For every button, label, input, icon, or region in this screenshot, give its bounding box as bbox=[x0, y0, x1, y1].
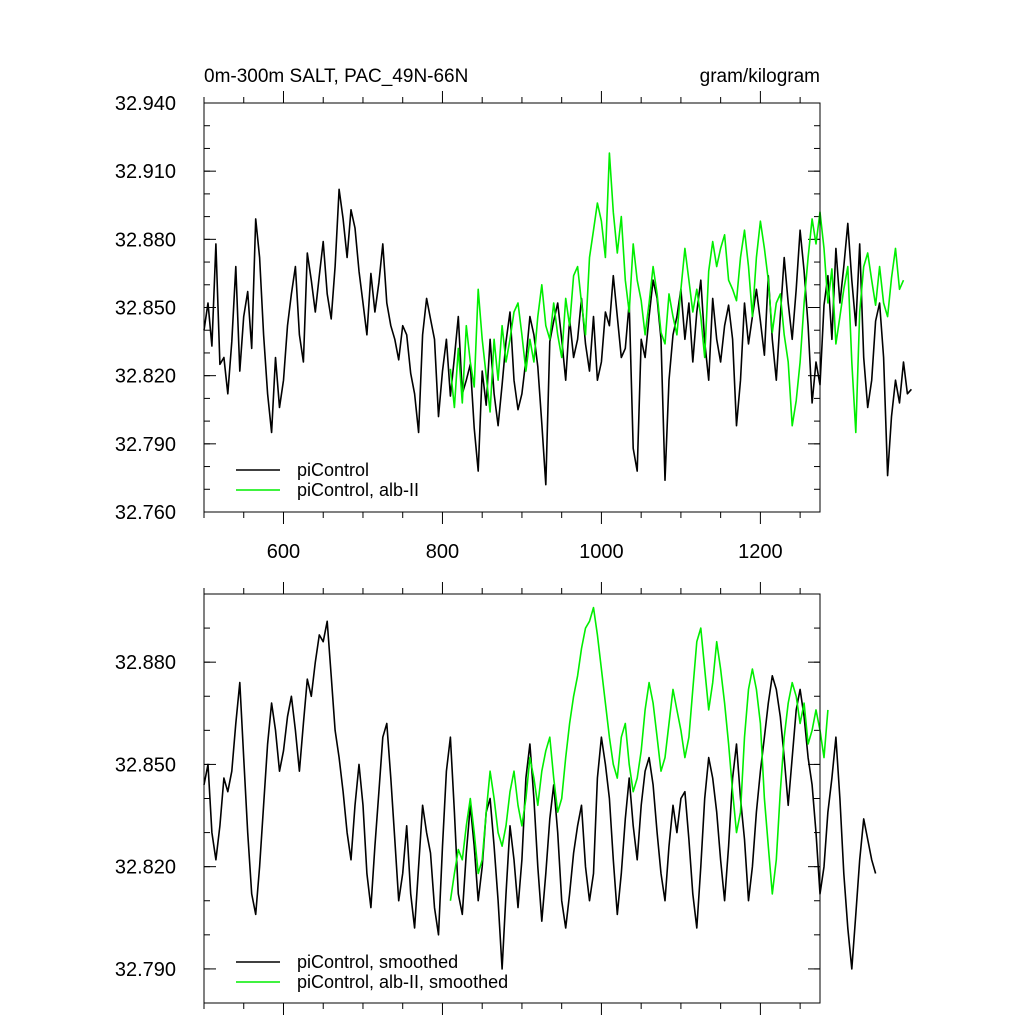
x-tick-label: 600 bbox=[267, 541, 300, 563]
y-tick-label: 32.940 bbox=[115, 93, 176, 115]
legend-label-alb-smoothed: piControl, alb-II, smoothed bbox=[297, 972, 508, 992]
bottom-panel: 32.790 32.820 32.850 32.880 piControl, smoo… bbox=[115, 582, 877, 1015]
y-tick-label: 32.880 bbox=[115, 652, 176, 674]
y-tick-label: 32.790 bbox=[115, 434, 176, 456]
y-tick-label: 32.760 bbox=[115, 502, 176, 524]
legend: piControl piControl, alb-II bbox=[236, 460, 419, 500]
series-line-picontrol-alb-ii bbox=[449, 152, 905, 434]
x-tick-label: 1000 bbox=[579, 541, 624, 563]
legend: piControl, smoothed piControl, alb-II, s… bbox=[236, 952, 508, 992]
y-tick-label: 32.820 bbox=[115, 366, 176, 388]
plot-frame bbox=[203, 102, 821, 513]
legend-label-picontrol-smoothed: piControl, smoothed bbox=[297, 952, 458, 972]
series-line-picontrol-smoothed bbox=[203, 620, 877, 970]
y-tick-label: 32.880 bbox=[115, 229, 176, 251]
y-tick-label: 32.850 bbox=[115, 754, 176, 776]
y-tick-label: 32.910 bbox=[115, 161, 176, 183]
top-panel: 0m-300m SALT, PAC_49N-66N gram/kilogram … bbox=[115, 66, 912, 563]
series-line-picontrol-alb-ii-smoothed bbox=[449, 606, 829, 901]
chart-title: 0m-300m SALT, PAC_49N-66N bbox=[204, 66, 468, 87]
x-tick-label: 1200 bbox=[738, 541, 783, 563]
legend-label-picontrol: piControl bbox=[297, 460, 369, 480]
y-tick-label: 32.850 bbox=[115, 298, 176, 320]
series-line-picontrol bbox=[203, 188, 912, 486]
units-label: gram/kilogram bbox=[700, 66, 820, 87]
y-tick-label: 32.820 bbox=[115, 857, 176, 879]
x-tick-label: 800 bbox=[426, 541, 459, 563]
plot-frame bbox=[203, 593, 821, 1004]
y-tick-label: 32.790 bbox=[115, 959, 176, 981]
legend-label-alb: piControl, alb-II bbox=[297, 480, 419, 500]
